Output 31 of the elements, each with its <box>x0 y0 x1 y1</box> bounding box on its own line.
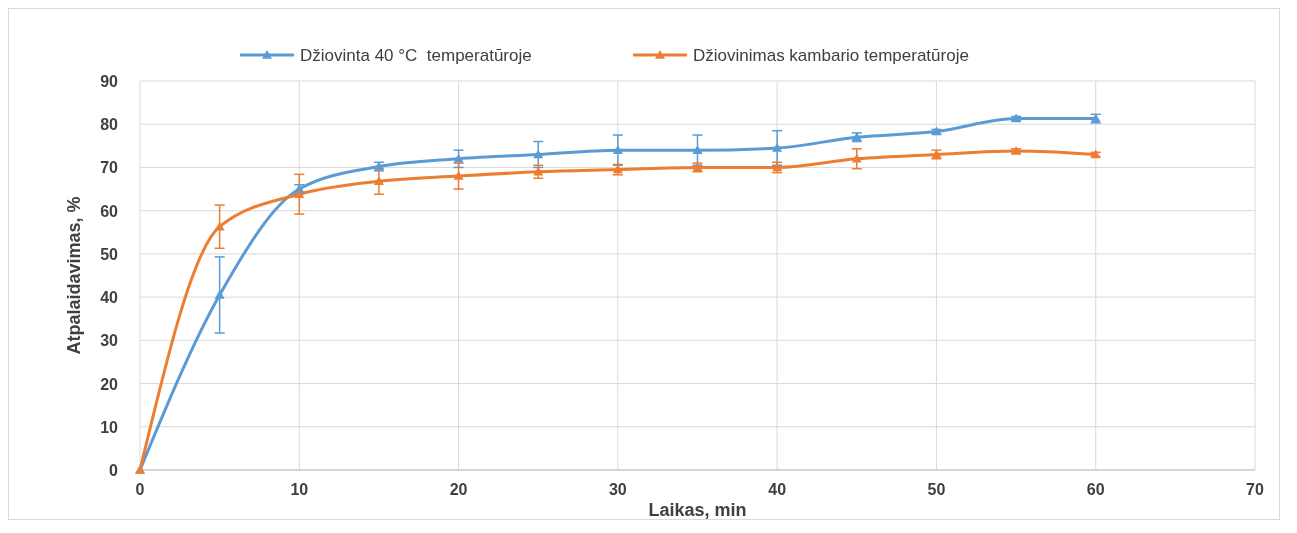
point <box>692 145 703 154</box>
y-tick-label: 40 <box>100 289 119 307</box>
y-tick-label: 50 <box>100 245 119 263</box>
y-tick-label: 30 <box>100 332 119 350</box>
point <box>373 176 384 186</box>
point <box>612 145 623 154</box>
x-axis-title: Laikas, min <box>648 500 747 520</box>
x-tick-label: 0 <box>135 481 145 498</box>
y-tick-label: 20 <box>100 375 119 393</box>
legend-label: Džiovinimas kambario temperatūroje <box>693 46 969 65</box>
y-tick-label: 80 <box>100 116 119 134</box>
x-tick-label: 60 <box>1086 481 1105 498</box>
x-tick-label: 40 <box>768 481 787 498</box>
y-tick-label: 70 <box>100 159 119 177</box>
point <box>214 221 225 231</box>
point <box>851 153 862 163</box>
y-tick-label: 0 <box>109 462 119 479</box>
x-tick-label: 30 <box>608 481 627 498</box>
point <box>533 149 544 159</box>
x-tick-label: 70 <box>1246 481 1264 498</box>
point <box>453 153 464 163</box>
point <box>453 171 464 180</box>
y-tick-label: 60 <box>100 202 119 220</box>
x-tick-label: 50 <box>927 481 946 498</box>
x-tick-label: 20 <box>449 481 468 498</box>
point <box>772 142 783 152</box>
y-tick-label: 10 <box>100 418 119 436</box>
legend-label: Džiovinta 40 °C temperatūroje <box>300 46 532 65</box>
y-axis-title: Atpalaidavimas, % <box>64 196 84 355</box>
x-tick-label: 10 <box>290 481 309 498</box>
y-tick-label: 90 <box>100 73 119 90</box>
